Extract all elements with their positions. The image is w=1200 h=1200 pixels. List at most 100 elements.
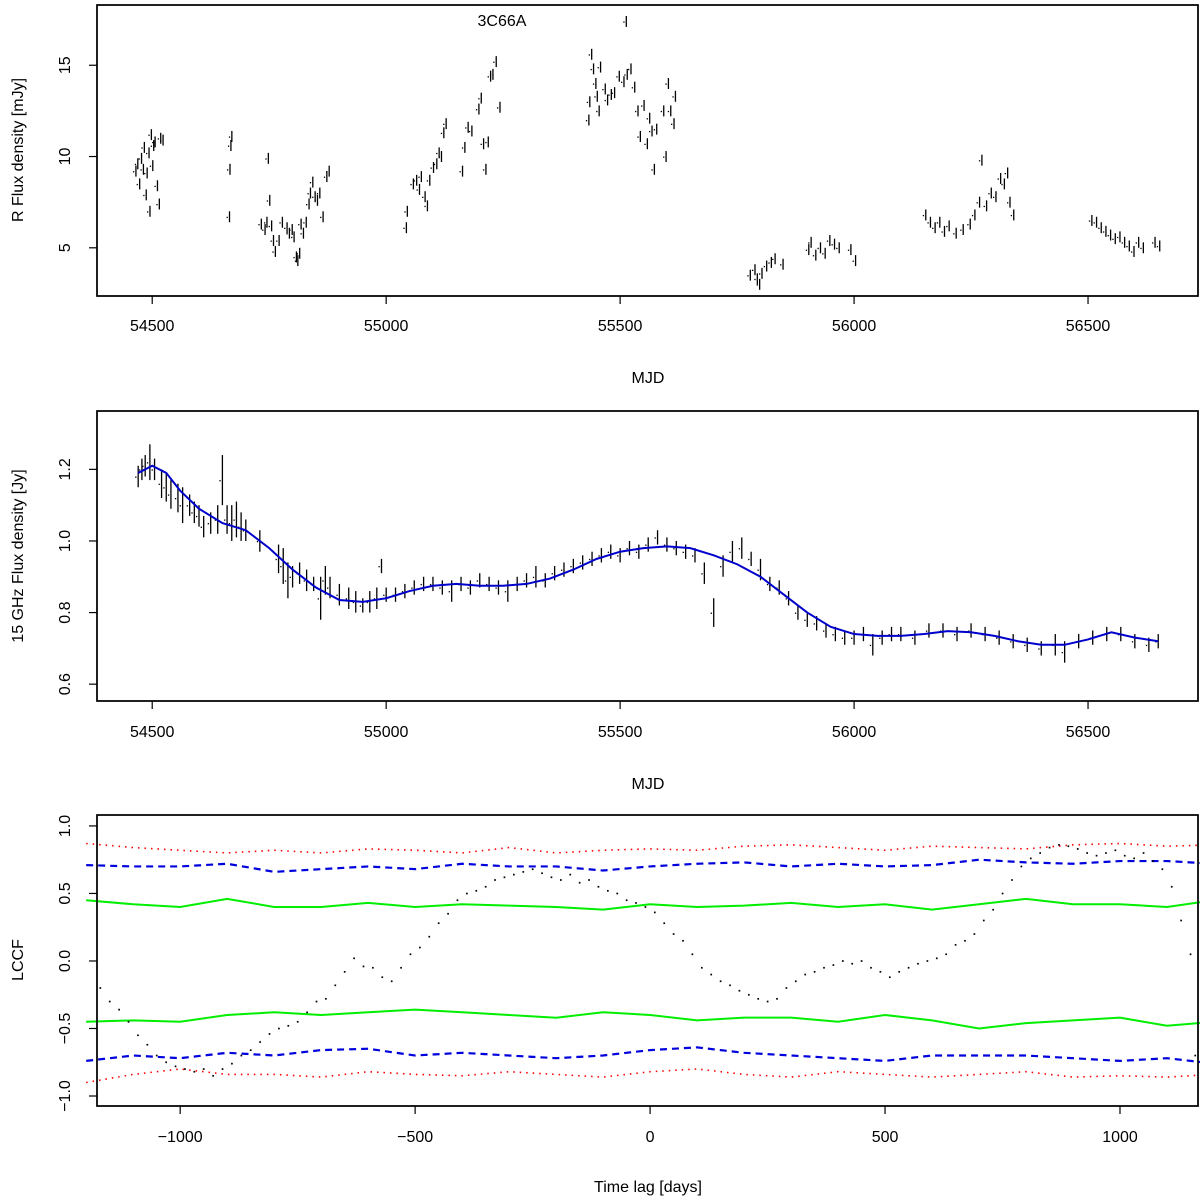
data-point (416, 189, 418, 191)
data-point (359, 605, 362, 607)
x-tick-label: 55000 (364, 724, 409, 741)
y-tick-label: −1.0 (57, 1080, 74, 1112)
data-point (158, 483, 160, 485)
data-point (219, 480, 221, 482)
data-point (135, 476, 137, 478)
lccf-point (644, 906, 647, 908)
x-tick-label: 54500 (130, 724, 175, 741)
lccf-point (907, 966, 910, 969)
lccf-point (738, 989, 741, 992)
lccf-point (1161, 868, 1164, 871)
y-tick-label: 0.0 (57, 950, 74, 972)
data-point (309, 182, 312, 184)
data-point (465, 127, 467, 129)
data-point (493, 61, 495, 63)
data-point (275, 558, 277, 561)
lccf-point (597, 885, 600, 888)
data-point (160, 140, 162, 142)
x-tick-label: 500 (872, 1129, 899, 1146)
lccf-point (428, 935, 431, 938)
data-point (504, 591, 507, 593)
data-point (485, 141, 487, 144)
lccf-point (1048, 846, 1051, 849)
data-point (671, 123, 673, 125)
data-point (316, 193, 319, 195)
data-point (280, 566, 282, 568)
data-point (617, 555, 619, 557)
lccf-point (700, 966, 703, 969)
lccf-point (757, 997, 760, 1000)
data-point (879, 637, 881, 639)
lccf-point (127, 1020, 130, 1023)
data-point (997, 178, 999, 180)
data-point (608, 94, 610, 96)
data-point (174, 498, 177, 500)
data-point (768, 262, 770, 264)
data-point (410, 183, 412, 186)
lccf-point (860, 960, 863, 962)
data-point (1135, 242, 1137, 244)
data-point (489, 74, 492, 76)
lccf-point (747, 993, 750, 996)
y-axis-title: 15 GHz Flux density [Jy] (10, 469, 27, 642)
data-point (1152, 242, 1154, 244)
y-tick-label: 5 (57, 243, 74, 252)
data-point (822, 253, 824, 255)
data-point (649, 130, 651, 133)
confidence-band-upper-95 (86, 858, 1200, 873)
y-tick-label: 0.5 (57, 882, 74, 904)
data-point (143, 194, 145, 197)
x-tick-label: 55500 (598, 318, 643, 335)
data-point (747, 275, 749, 277)
data-point (352, 601, 355, 604)
data-point (140, 169, 142, 171)
data-point (480, 143, 482, 146)
data-point (1088, 220, 1091, 222)
data-point (191, 512, 193, 514)
data-point (413, 180, 415, 182)
data-point (922, 214, 925, 217)
lccf-point (108, 1000, 111, 1003)
lccf-point (1142, 852, 1145, 854)
data-point (588, 54, 590, 56)
lccf-panel: Time lag [days] LCCF −1000 −500 0 500 1000 −1… (10, 814, 1200, 1196)
lccf-point (710, 973, 713, 976)
data-point (320, 216, 322, 219)
plot-frame (96, 814, 1199, 1107)
lccf-point (278, 1027, 280, 1030)
data-point (585, 120, 588, 122)
lccf-point (682, 939, 684, 942)
lccf-point (578, 881, 581, 884)
lccf-point (841, 960, 844, 962)
data-point (226, 169, 229, 171)
data-point (467, 587, 469, 589)
data-point (272, 251, 274, 253)
lccf-point (550, 876, 553, 879)
data-point (461, 147, 464, 149)
data-point (672, 96, 674, 98)
data-point (418, 176, 420, 178)
lccf-point (494, 879, 496, 881)
data-point (256, 540, 259, 543)
lccf-point (729, 984, 731, 987)
data-point (1121, 242, 1123, 244)
data-point (1038, 648, 1040, 650)
lccf-point (390, 980, 393, 983)
data-point (263, 222, 266, 224)
data-point (1116, 236, 1119, 239)
lccf-point (945, 953, 948, 956)
data-point (523, 580, 525, 582)
lccf-point (541, 872, 543, 875)
data-point (785, 598, 787, 600)
data-point (626, 548, 628, 550)
data-point (667, 110, 670, 113)
confidence-band-lower-90 (86, 1008, 1200, 1030)
y-tick-label: 0.8 (57, 601, 74, 623)
data-point (651, 169, 653, 171)
data-point (146, 211, 149, 213)
data-point (378, 566, 380, 568)
lccf-point (1086, 852, 1089, 854)
x-tick-label: 56500 (1066, 318, 1111, 335)
data-point (154, 185, 156, 188)
data-point (611, 92, 613, 94)
